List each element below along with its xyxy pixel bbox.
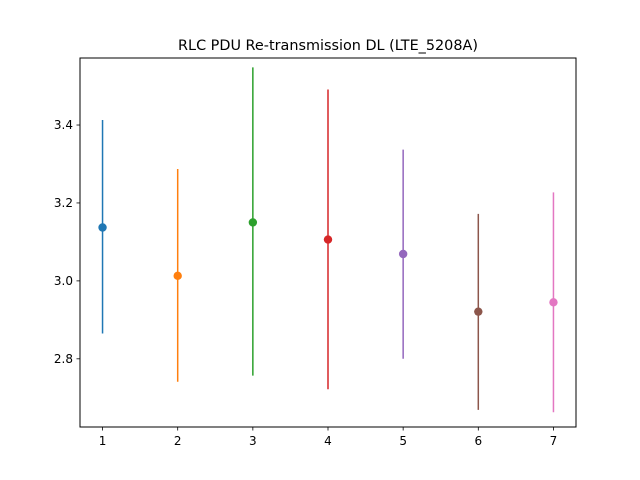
plot-area: [98, 67, 558, 413]
mean-point-7: [549, 298, 558, 307]
x-tick-label-1: 1: [99, 434, 107, 448]
x-axis: 1 2 3 4 5 6 7: [99, 427, 558, 448]
y-tick-label-4: 3.4: [54, 118, 73, 132]
x-tick-label-6: 6: [474, 434, 482, 448]
x-tick-label-7: 7: [550, 434, 558, 448]
x-tick-label-4: 4: [324, 434, 332, 448]
y-tick-label-1: 2.8: [54, 352, 73, 366]
mean-point-2: [173, 271, 182, 281]
y-axis: 2.8 3.0 3.2 3.4: [54, 118, 80, 366]
chart-title: RLC PDU Re-transmission DL (LTE_5208A): [178, 38, 478, 54]
y-tick-label-2: 3.0: [54, 274, 73, 288]
mean-point-3: [248, 218, 258, 227]
y-tick-label-3: 3.2: [54, 196, 73, 210]
mean-point-6: [474, 307, 483, 316]
x-tick-label-3: 3: [249, 434, 257, 448]
x-tick-label-2: 2: [174, 434, 182, 448]
mean-point-4: [323, 235, 333, 244]
mean-point-1: [98, 223, 107, 232]
mean-point-5: [398, 249, 408, 259]
x-tick-label-5: 5: [399, 434, 407, 448]
